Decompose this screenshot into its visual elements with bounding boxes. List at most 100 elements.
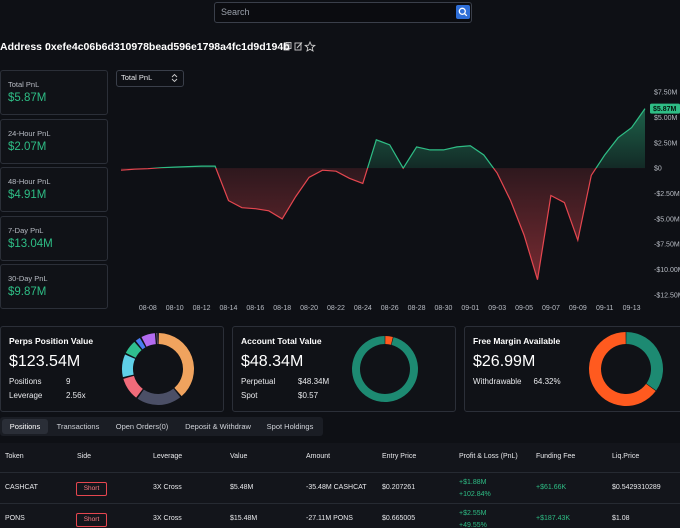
x-tick-label: 08-26	[381, 305, 399, 312]
table-cell: -35.48M CASHCAT	[306, 484, 367, 491]
x-tick-label: 08-10	[166, 305, 184, 312]
card-row-label: Leverage	[9, 391, 43, 400]
table-divider	[0, 503, 680, 504]
pnl-area	[121, 108, 645, 280]
tab-label[interactable]: Spot Holdings	[266, 422, 314, 431]
card-row-value: $48.34M	[298, 377, 330, 386]
x-tick-label: 08-24	[354, 305, 372, 312]
dropdown-caret	[171, 73, 178, 83]
tab-label[interactable]: Transactions	[56, 422, 100, 431]
y-tick-label: -$7.50M	[654, 242, 680, 249]
table-header: Profit & Loss (PnL)	[459, 453, 518, 460]
x-tick-label: 08-12	[193, 305, 211, 312]
stat-card	[0, 167, 108, 212]
chart-selector[interactable]	[116, 70, 184, 87]
x-tick-label: 08-14	[220, 305, 238, 312]
table-header: Entry Price	[382, 453, 417, 460]
table	[0, 443, 680, 528]
stat-value: $13.04M	[8, 237, 53, 250]
table-cell: PONS	[5, 515, 25, 522]
search-placeholder[interactable]: Search	[221, 7, 250, 17]
donut-segment	[156, 333, 158, 345]
x-tick-label: 09-01	[461, 305, 479, 312]
card-row: Positions 9	[9, 377, 70, 386]
donut-segment	[121, 354, 136, 378]
table-divider	[0, 472, 680, 473]
pnl-cell: +102.84%	[459, 491, 491, 498]
y-tick-label: $5.00M	[654, 115, 678, 122]
card-row: Perpetual $48.34M	[241, 377, 329, 386]
current-value-label: $5.87M	[653, 106, 677, 113]
y-tick-label: $0	[654, 166, 662, 173]
donut-segment	[588, 332, 656, 406]
x-tick-label: 09-09	[569, 305, 587, 312]
card-value: $26.99M	[473, 353, 536, 370]
current-value-badge	[650, 103, 680, 114]
card-row-label: Spot	[241, 391, 258, 400]
x-tick-label: 08-16	[246, 305, 264, 312]
stat-label: 24-Hour PnL	[8, 128, 51, 138]
table-header: Side	[77, 453, 92, 460]
tab-label[interactable]: Deposit & Withdraw	[185, 422, 251, 431]
card-row-value: 64.32%	[533, 377, 561, 386]
pnl-line	[120, 108, 646, 280]
tab-label[interactable]: Open Orders(0)	[115, 422, 169, 431]
table-cell: CASHCAT	[5, 484, 38, 491]
table-header: Funding Fee	[536, 453, 576, 460]
pnl-cell: +49.55%	[459, 522, 487, 528]
card-row-label: Positions	[9, 377, 42, 386]
stat-card	[0, 70, 108, 115]
donut-segment	[125, 341, 142, 358]
address-label: Address :	[0, 41, 49, 53]
x-tick-label: 09-05	[515, 305, 533, 312]
stat-card	[0, 264, 108, 309]
card-row-value: 9	[66, 377, 71, 386]
chart-selector-label[interactable]: Total PnL	[121, 73, 153, 82]
stat-value: $2.07M	[8, 140, 47, 153]
card-value: $48.34M	[241, 353, 304, 370]
table-cell: $0.5429310289	[612, 484, 661, 491]
card-row: Spot $0.57	[241, 391, 318, 400]
stat-label: 48-Hour PnL	[8, 177, 51, 186]
card-row-label: Perpetual	[241, 377, 276, 386]
tab[interactable]	[2, 419, 48, 434]
table-header: Leverage	[153, 453, 183, 460]
stat-card	[0, 215, 108, 261]
tab-bar	[0, 417, 323, 436]
y-tick-label: $7.50M	[654, 90, 678, 97]
search-bar[interactable]	[214, 2, 472, 23]
donut-segment	[123, 375, 143, 398]
summary-card	[232, 326, 456, 412]
x-tick-label: 08-20	[300, 305, 318, 312]
card-row-value: 2.56x	[66, 391, 86, 400]
table-cell: $15.48M	[230, 515, 258, 522]
side-badge	[76, 482, 107, 496]
table-cell: 3X Cross	[153, 515, 182, 522]
tab-label[interactable]: Positions	[9, 422, 41, 431]
table-cell: $5.48M	[230, 484, 254, 491]
table-cell: -27.11M PONS	[306, 515, 353, 522]
side-label: Short	[83, 516, 100, 523]
card-row-label: Withdrawable	[473, 377, 522, 386]
table-cell: +$187.43K	[536, 515, 571, 522]
search-button[interactable]	[456, 5, 470, 19]
card-title: Free Margin Available	[473, 336, 561, 346]
donut-segment	[626, 332, 664, 391]
stat-value: $5.87M	[8, 92, 47, 104]
x-tick-label: 08-30	[435, 305, 453, 312]
card-row: Withdrawable 64.32%	[473, 377, 561, 386]
table-cell: $0.665005	[382, 515, 416, 522]
x-tick-label: 09-03	[488, 305, 506, 312]
donut-segment	[137, 388, 181, 405]
y-tick-label: -$10.00M	[654, 267, 680, 274]
table-cell: +$61.66K	[536, 484, 567, 491]
table-header: Value	[230, 453, 248, 460]
x-tick-label: 09-07	[542, 305, 560, 312]
table-cell: $0.207261	[382, 484, 416, 491]
side-label: Short	[83, 485, 100, 492]
pnl-cell: +$2.55M	[459, 510, 487, 517]
address-actions[interactable]	[282, 41, 322, 53]
stat-value: $9.87M	[8, 286, 47, 298]
pnl-cell: +$1.88M	[459, 479, 487, 486]
